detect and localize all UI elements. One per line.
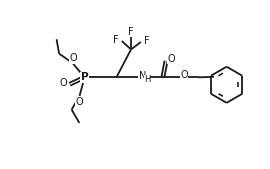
- Text: O: O: [167, 54, 175, 64]
- Text: N: N: [139, 71, 146, 81]
- Text: O: O: [60, 78, 68, 88]
- Text: F: F: [113, 35, 119, 45]
- Text: F: F: [144, 36, 150, 46]
- Text: O: O: [75, 97, 83, 107]
- Text: P: P: [81, 72, 88, 82]
- Text: H: H: [144, 76, 150, 84]
- Text: O: O: [70, 53, 77, 63]
- Text: O: O: [180, 70, 188, 80]
- Text: F: F: [128, 27, 134, 37]
